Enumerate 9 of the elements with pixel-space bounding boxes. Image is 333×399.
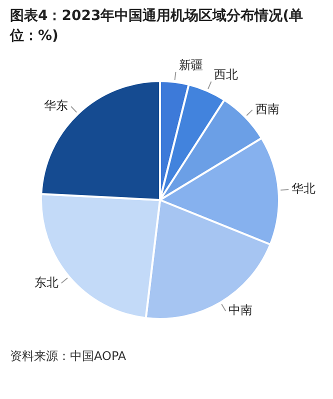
slice-label: 新疆	[178, 58, 203, 72]
slice-label: 东北	[34, 275, 58, 290]
slice-label: 西北	[214, 68, 238, 82]
text: 资料来源：中国AOPA	[9, 348, 128, 365]
slice-label: 西南	[255, 102, 280, 116]
chart-title: 图表4：2023年中国通用机场区域分布情况(单位：%)	[8, 7, 304, 46]
slice-label: 华北	[292, 182, 316, 196]
slice-label: 华东	[44, 98, 68, 113]
slice-label: 中南	[228, 303, 253, 318]
